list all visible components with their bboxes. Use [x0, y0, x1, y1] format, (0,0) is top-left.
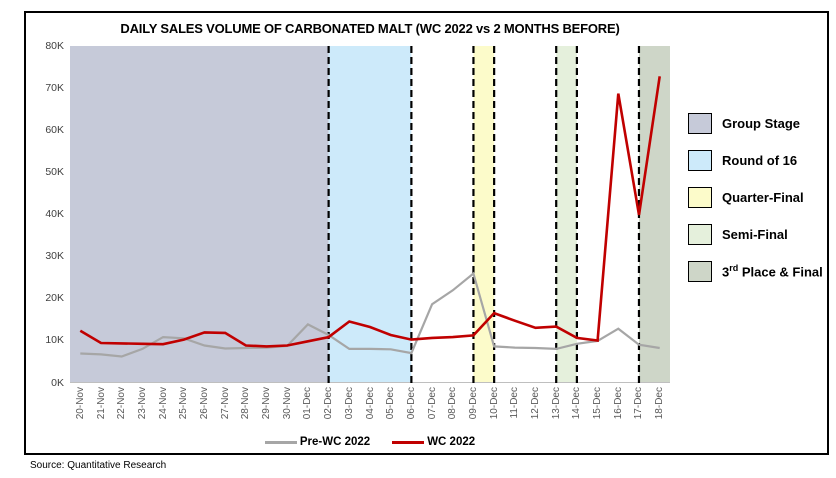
x-axis-label: 04-Dec	[364, 387, 376, 420]
stage-band-round-of-16	[328, 46, 412, 383]
series-legend: Pre-WC 2022 WC 2022	[70, 436, 670, 448]
x-axis-label: 14-Dec	[571, 387, 583, 420]
stage-band-semi-final	[556, 46, 577, 383]
stage-label: Quarter-Final	[722, 190, 804, 205]
stage-color-box-group-stage	[688, 113, 712, 134]
x-axis-label: 12-Dec	[530, 387, 542, 420]
stage-label: 3rd Place & Final	[722, 263, 823, 280]
y-axis-label: 60K	[45, 123, 64, 136]
x-axis-label: 26-Nov	[198, 387, 210, 420]
y-axis-label: 40K	[45, 208, 64, 220]
stage-label: Semi-Final	[722, 227, 788, 242]
plot-area	[70, 46, 670, 383]
x-axis-label: 28-Nov	[240, 387, 252, 420]
x-axis-label: 13-Dec	[550, 387, 562, 420]
legend-item-pre-wc-2022: Pre-WC 2022	[264, 436, 371, 448]
x-axis-label: 02-Dec	[323, 387, 335, 420]
x-axis-label: 10-Dec	[488, 387, 500, 420]
y-axis-label: 80K	[45, 39, 64, 52]
y-axis-label: 30K	[45, 250, 64, 263]
stage-color-box-semi-final	[688, 224, 712, 245]
wc-2022-label: WC 2022	[427, 436, 476, 448]
stage-color-box-round-of-16	[688, 150, 712, 171]
stage-label: Group Stage	[722, 116, 801, 131]
x-axis-label: 18-Dec	[654, 387, 666, 420]
stage-band-group-stage	[70, 46, 329, 383]
x-axis-label: 30-Nov	[281, 387, 293, 420]
x-axis-label: 27-Nov	[219, 387, 231, 420]
y-axis-label: 20K	[45, 292, 64, 305]
pre-wc-2022-line-swatch	[264, 440, 297, 444]
wc-2022-line-swatch	[392, 440, 425, 444]
y-axis-label: 10K	[45, 334, 64, 347]
stage-legend-item-3rd-place-final: 3rd Place & Final	[688, 261, 823, 282]
x-axis-label: 06-Dec	[405, 387, 417, 420]
x-axis-label: 07-Dec	[426, 387, 438, 420]
stage-legend-item-round-of-16: Round of 16	[688, 150, 823, 171]
stage-label: Round of 16	[722, 153, 798, 168]
stage-color-box-3rd-place-final	[688, 261, 712, 282]
x-axis-label: 09-Dec	[467, 387, 479, 420]
x-axis-label: 24-Nov	[157, 387, 169, 420]
x-axis-label: 15-Dec	[592, 387, 604, 420]
pre-wc-2022-line	[80, 271, 660, 358]
y-axis-label: 50K	[45, 165, 64, 178]
source-note: Source: Quantitative Research	[30, 460, 167, 471]
y-axis-label: 70K	[45, 81, 64, 94]
x-axis-label: 22-Nov	[116, 387, 128, 420]
x-axis-label: 01-Dec	[302, 387, 314, 420]
stage-band-quarter-final	[473, 46, 495, 383]
x-axis-label: 25-Nov	[178, 387, 190, 420]
chart-frame: DAILY SALES VOLUME OF CARBONATED MALT (W…	[24, 11, 829, 455]
x-axis-label: 17-Dec	[633, 387, 645, 420]
x-axis-label: 23-Nov	[136, 387, 148, 420]
legend-item-wc-2022: WC 2022	[392, 436, 475, 448]
x-axis-label: 20-Nov	[74, 387, 86, 420]
chart-title: DAILY SALES VOLUME OF CARBONATED MALT (W…	[120, 21, 620, 36]
x-axis-label: 16-Dec	[612, 387, 624, 420]
x-axis-label: 05-Dec	[385, 387, 397, 420]
x-axis-label: 11-Dec	[509, 387, 521, 419]
wc-2022-line	[79, 76, 661, 348]
stage-legend-item-semi-final: Semi-Final	[688, 224, 823, 245]
stage-legend-item-quarter-final: Quarter-Final	[688, 187, 823, 208]
x-axis-label: 21-Nov	[95, 387, 107, 420]
x-axis-label: 29-Nov	[261, 387, 273, 420]
stage-legend: Group Stage Round of 16 Quarter-Final Semi-…	[688, 113, 823, 282]
x-axis-label: 08-Dec	[447, 387, 459, 420]
x-axis-label: 03-Dec	[343, 387, 355, 420]
stage-color-box-quarter-final	[688, 187, 712, 208]
stage-band-3rd-place-final	[638, 46, 670, 383]
pre-wc-2022-label: Pre-WC 2022	[299, 436, 371, 448]
stage-legend-item-group-stage: Group Stage	[688, 113, 823, 134]
y-axis-label: 0K	[51, 376, 64, 389]
